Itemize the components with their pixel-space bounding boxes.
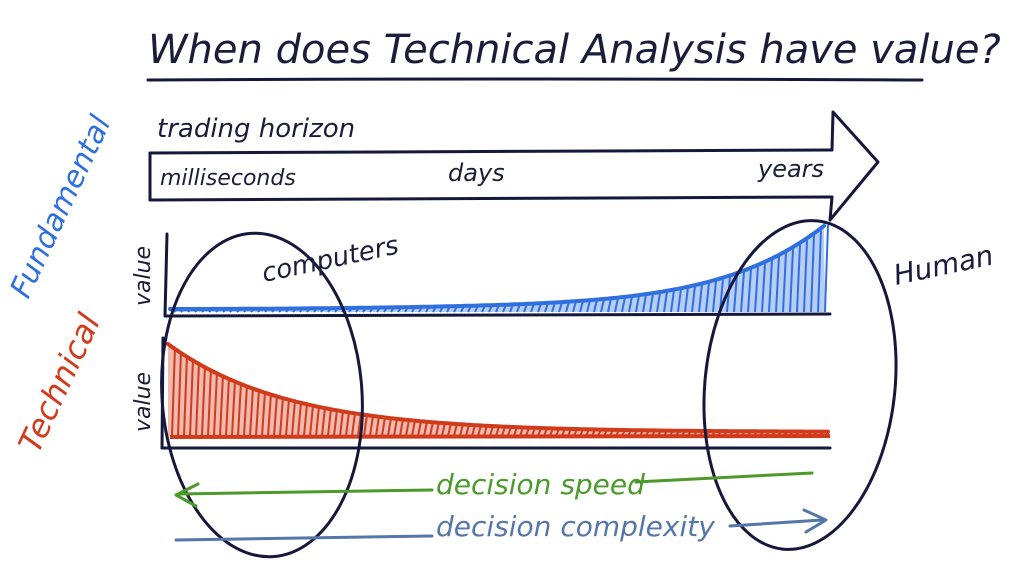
horizon-tick-days: days [448,159,505,187]
technical-side-label: Technical [11,308,108,459]
decision-complexity-label: decision complexity [436,510,715,543]
horizon-tick-years: years [757,155,824,183]
technical-baseline-stroke [169,434,831,439]
decision-complexity-arrow-head [802,508,828,534]
horizon-arrow-head [828,110,880,222]
horizon-arrow-top-line [148,148,834,155]
technical-value-area [168,344,830,436]
title-underline [146,77,924,82]
fundamental-value-curve [168,223,826,311]
decision-speed-label: decision speed [436,468,645,501]
horizon-arrow-bottom-line [148,195,834,202]
technical-value-hatching [171,346,830,437]
decision-speed-arrow-head [174,482,200,508]
horizon-tick-milliseconds: milliseconds [160,166,296,191]
fundamental-side-label: Fundamental [4,110,119,304]
human-ellipse [702,219,898,551]
trading-horizon-label: trading horizon [157,114,355,144]
fundamental-value-area [170,225,825,312]
diagram-title: When does Technical Analysis have value? [148,27,1001,73]
decision-complexity-arrow-line [174,518,824,542]
technical-axis-label: value [131,372,156,432]
fundamental-y-axis [163,232,169,318]
fundamental-axis-label: value [131,246,156,306]
computers-ellipse [160,231,364,559]
technical-value-curve [166,342,830,434]
decision-speed-arrow-line [176,471,814,496]
human-annotation: Human [891,239,997,292]
fundamental-x-axis [163,312,832,318]
